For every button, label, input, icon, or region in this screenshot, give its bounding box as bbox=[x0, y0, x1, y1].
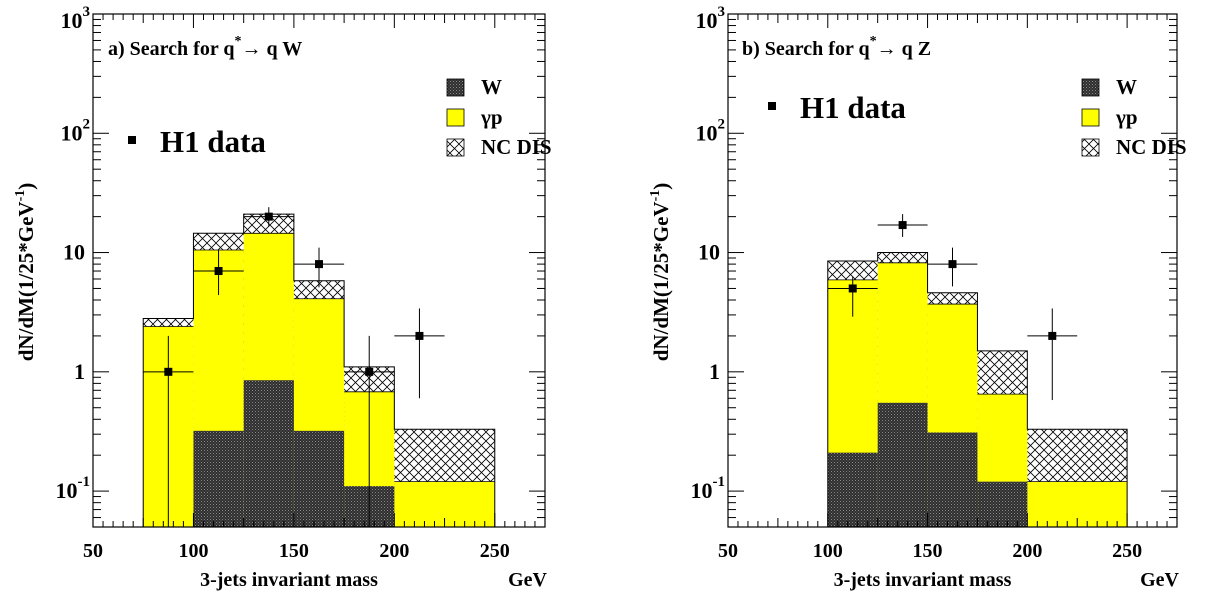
chart-panel-b: 50 100 150 200 25010310210110-1dN/dM(1/25*Ge… bbox=[648, 4, 1187, 591]
y-tick-exp: 3 bbox=[718, 4, 726, 20]
y-tick-label: 102 bbox=[696, 116, 726, 145]
legend-h1-marker bbox=[128, 136, 136, 144]
y-tick-label: 10-1 bbox=[56, 474, 91, 503]
y-tick-label: 10 bbox=[698, 240, 720, 265]
y-axis-label-tail: ) bbox=[14, 183, 38, 190]
y-tick-label: 1 bbox=[709, 359, 720, 384]
hist-w-bin-2 bbox=[927, 432, 978, 527]
data-point-0 bbox=[164, 367, 173, 376]
legend-swatch-gp bbox=[1081, 108, 1100, 127]
legend-label-w: W bbox=[1116, 75, 1137, 99]
hist-w-bin-3 bbox=[293, 430, 345, 527]
legend-swatch-w bbox=[446, 78, 465, 97]
y-tick-exp: -1 bbox=[713, 474, 726, 490]
legend-label-gp: γp bbox=[480, 105, 503, 129]
panel-title-main: a) Search for q bbox=[108, 38, 234, 60]
data-point-3 bbox=[1048, 331, 1057, 340]
plot-frame bbox=[92, 13, 546, 528]
legend-swatch-nc bbox=[1081, 138, 1100, 157]
x-axis-label: 3-jets invariant mass bbox=[834, 569, 1012, 591]
legend-swatch-nc bbox=[446, 138, 465, 157]
y-tick-label: 103 bbox=[696, 4, 726, 33]
data-point-2 bbox=[948, 260, 957, 269]
x-tick-label: 200 bbox=[379, 540, 409, 562]
hist-w-bin-2 bbox=[243, 380, 294, 527]
data-point-5 bbox=[415, 331, 424, 340]
y-tick-base: 10 bbox=[63, 240, 85, 265]
y-tick-exp: -1 bbox=[78, 474, 91, 490]
y-axis-label-tail: ) bbox=[649, 183, 673, 190]
panel-title-sup: * bbox=[870, 34, 877, 49]
x-tick-label: 50 bbox=[83, 540, 103, 562]
legend-h1-label: H1 data bbox=[800, 90, 906, 125]
hist-w-bin-0 bbox=[827, 452, 878, 527]
y-tick-exp: 2 bbox=[83, 116, 91, 132]
chart-panel-a: 50 100 150 200 25010310210110-1dN/dM(1/25*Ge… bbox=[13, 4, 552, 591]
x-tick-label: 150 bbox=[279, 540, 309, 562]
hist-total-outline bbox=[827, 252, 1128, 527]
y-tick-label: 10 bbox=[63, 240, 85, 265]
y-axis-label-main: dN/dM(1/25*GeV bbox=[649, 201, 673, 361]
hist-w-bin-1 bbox=[193, 430, 244, 527]
legend-label-gp: γp bbox=[1115, 105, 1138, 129]
y-tick-exp: 3 bbox=[83, 4, 91, 20]
y-tick-base: 10 bbox=[698, 240, 720, 265]
panel-title: b) Search for q*→ q Z bbox=[742, 34, 931, 60]
y-tick-base: 1 bbox=[74, 359, 85, 384]
x-axis-unit: GeV bbox=[508, 569, 547, 591]
data-point-1 bbox=[214, 267, 223, 276]
y-axis-label-main: dN/dM(1/25*GeV bbox=[14, 201, 38, 361]
y-tick-base: 10 bbox=[56, 478, 78, 503]
panel-title-tail: → q W bbox=[241, 38, 302, 60]
data-point-2 bbox=[264, 212, 273, 221]
panel-title-main: b) Search for q bbox=[742, 38, 870, 60]
y-tick-base: 10 bbox=[61, 120, 83, 145]
hist-w-bin-1 bbox=[877, 402, 928, 527]
legend-swatch-w bbox=[1081, 78, 1100, 97]
y-tick-label: 103 bbox=[61, 4, 91, 33]
legend-h1-marker bbox=[768, 102, 776, 110]
y-tick-base: 1 bbox=[709, 359, 720, 384]
legend-h1-label: H1 data bbox=[160, 124, 266, 159]
plot-frame bbox=[727, 13, 1178, 528]
panel-title: a) Search for q*→ q W bbox=[108, 34, 302, 60]
x-axis-unit: GeV bbox=[1140, 569, 1179, 591]
y-tick-exp: 2 bbox=[718, 116, 726, 132]
x-tick-label: 100 bbox=[178, 540, 208, 562]
panel-title-tail: → q Z bbox=[877, 38, 931, 60]
x-tick-label: 200 bbox=[1012, 540, 1042, 562]
y-axis-label-sup: -1 bbox=[648, 190, 663, 202]
y-axis-label: dN/dM(1/25*GeV-1) bbox=[648, 183, 673, 362]
y-tick-base: 10 bbox=[691, 478, 713, 503]
x-tick-label: 50 bbox=[718, 540, 738, 562]
y-tick-base: 10 bbox=[61, 8, 83, 33]
legend-label-nc: NC DIS bbox=[1116, 135, 1187, 159]
x-axis-label: 3-jets invariant mass bbox=[200, 569, 378, 591]
legend-label-nc: NC DIS bbox=[481, 135, 552, 159]
x-tick-label: 250 bbox=[1112, 540, 1142, 562]
hist-total-outline bbox=[142, 213, 496, 527]
y-tick-label: 1 bbox=[74, 359, 85, 384]
y-tick-label: 102 bbox=[61, 116, 91, 145]
y-tick-base: 10 bbox=[696, 120, 718, 145]
data-point-0 bbox=[848, 284, 857, 293]
y-tick-base: 10 bbox=[696, 8, 718, 33]
data-point-1 bbox=[898, 221, 907, 230]
data-point-3 bbox=[315, 260, 323, 269]
x-tick-label: 250 bbox=[480, 540, 510, 562]
x-tick-label: 100 bbox=[813, 540, 843, 562]
panel-title-sup: * bbox=[234, 34, 241, 49]
legend-swatch-gp bbox=[446, 108, 465, 127]
y-axis-label: dN/dM(1/25*GeV-1) bbox=[13, 183, 38, 362]
x-tick-label: 150 bbox=[913, 540, 943, 562]
y-tick-label: 10-1 bbox=[691, 474, 726, 503]
legend-label-w: W bbox=[481, 75, 502, 99]
y-axis-label-sup: -1 bbox=[13, 190, 28, 202]
data-point-4 bbox=[365, 367, 374, 376]
hist-w-bin-3 bbox=[977, 481, 1028, 527]
